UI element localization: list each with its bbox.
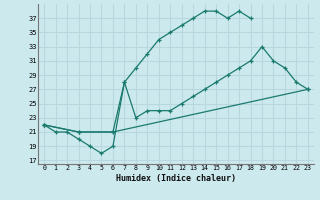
X-axis label: Humidex (Indice chaleur): Humidex (Indice chaleur) <box>116 174 236 183</box>
